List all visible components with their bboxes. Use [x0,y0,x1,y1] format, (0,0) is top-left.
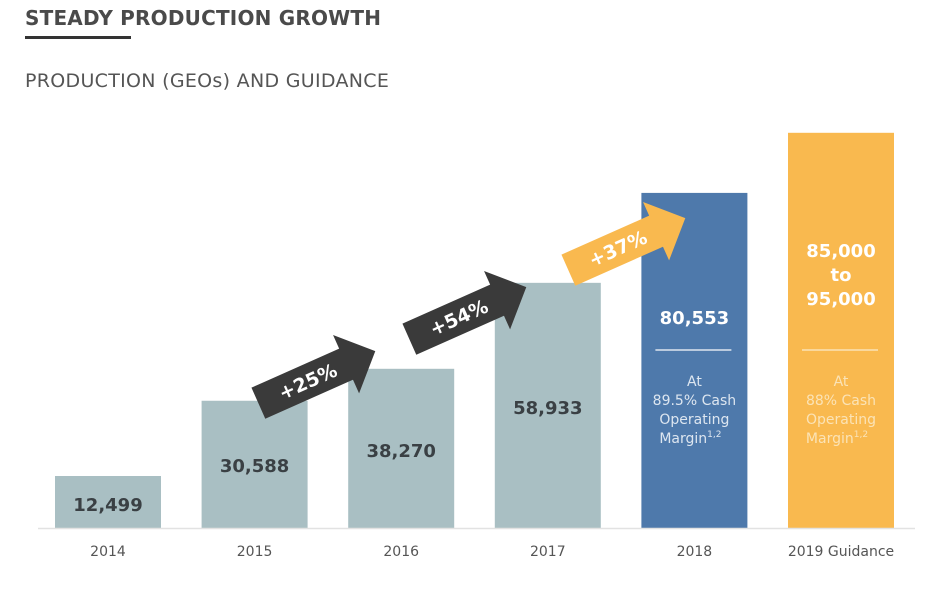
value-label: 95,000 [806,289,875,310]
margin-note: Margin1,2 [659,430,721,447]
bar-2015 [201,400,308,528]
margin-note: At [834,374,849,390]
value-label: 80,553 [660,308,729,329]
arrow-shape [402,270,527,355]
arrow-shape [561,201,686,286]
value-label: 58,933 [513,398,582,419]
bar-2014 [55,476,161,528]
value-label: 12,499 [73,495,142,516]
margin-note: Margin1,2 [806,430,868,447]
x-tick-label: 2015 [237,544,273,560]
x-tick-label: 2016 [383,544,419,560]
x-tick-label: 2018 [677,544,713,560]
value-label: 38,270 [366,441,435,462]
value-label: 30,588 [220,456,289,477]
margin-note: At [687,374,702,390]
bar-2016 [348,368,455,528]
margin-note: Operating [806,412,876,428]
chart-subtitle: PRODUCTION (GEOs) AND GUIDANCE [25,70,390,92]
page-title: STEADY PRODUCTION GROWTH [25,6,382,30]
bar-2018 [641,192,748,528]
x-tick-label: 2017 [530,544,566,560]
x-tick-label: 2014 [90,544,126,560]
margin-note: 89.5% Cash [653,393,736,409]
margin-note: Operating [659,412,729,428]
title-underline [25,36,131,39]
value-label: 85,000 [806,241,875,262]
arrow-shape [251,334,376,419]
margin-note: 88% Cash [806,393,876,409]
value-label: to [831,265,852,286]
x-tick-label: 2019 Guidance [788,544,894,560]
bar-2019-guidance [788,132,894,529]
bar-2017 [494,282,601,528]
